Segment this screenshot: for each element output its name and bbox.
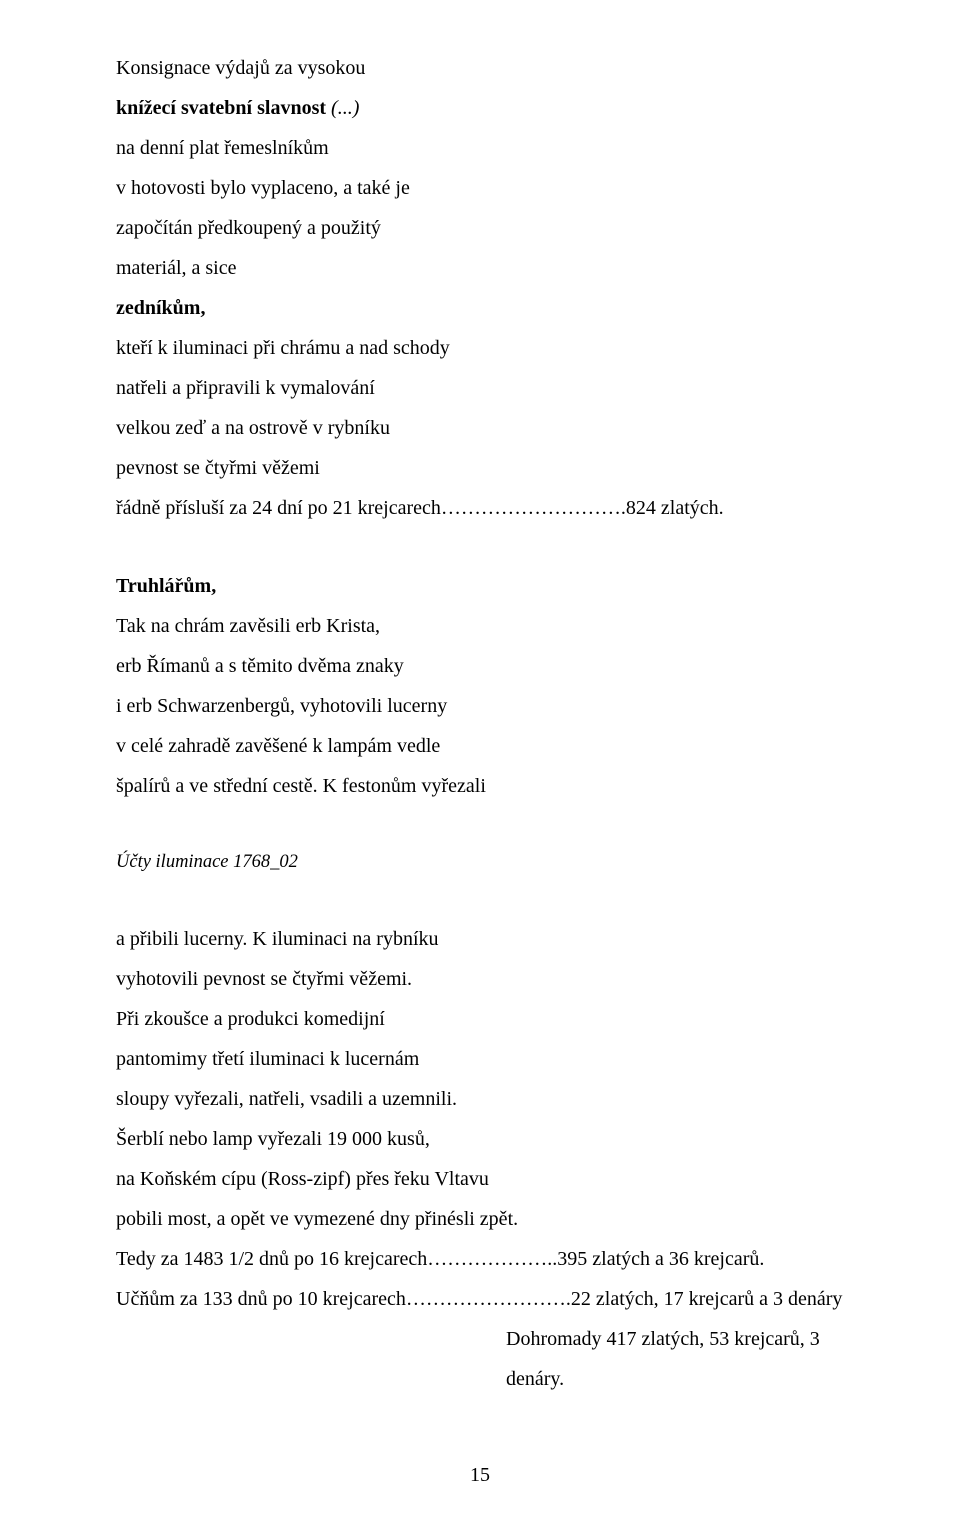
body-line: natřeli a připravili k vymalování	[116, 368, 844, 408]
body-line: Tak na chrám zavěsili erb Krista,	[116, 606, 844, 646]
body-line: na denní plat řemeslníkům	[116, 128, 844, 168]
section-heading: zedníkům,	[116, 288, 844, 328]
page-number: 15	[0, 1464, 960, 1487]
body-line: velkou zeď a na ostrově v rybníku	[116, 408, 844, 448]
body-line: vyhotovili pevnost se čtyřmi věžemi.	[116, 959, 844, 999]
body-line: pantomimy třetí iluminaci k lucernám	[116, 1039, 844, 1079]
body-line: špalírů a ve střední cestě. K festonům v…	[116, 766, 844, 806]
body-line: Šerblí nebo lamp vyřezali 19 000 kusů,	[116, 1119, 844, 1159]
body-line: kteří k iluminaci při chrámu a nad schod…	[116, 328, 844, 368]
body-line: řádně přísluší za 24 dní po 21 krejcarec…	[116, 488, 844, 528]
reference-line: Účty iluminace 1768_02	[116, 844, 844, 881]
body-line: v hotovosti bylo vyplaceno, a také je	[116, 168, 844, 208]
body-line: Při zkoušce a produkci komedijní	[116, 999, 844, 1039]
bold-text: knížecí svatební slavnost	[116, 97, 326, 119]
body-line: v celé zahradě zavěšené k lampám vedle	[116, 726, 844, 766]
body-line: Tedy za 1483 1/2 dnů po 16 krejcarech…………	[116, 1239, 844, 1279]
body-line: erb Římanů a s těmito dvěma znaky	[116, 646, 844, 686]
body-line-right: Dohromady 417 zlatých, 53 krejcarů, 3 de…	[116, 1319, 844, 1399]
spacer	[116, 881, 844, 919]
body-line: a přibili lucerny. K iluminaci na rybník…	[116, 919, 844, 959]
spacer	[116, 528, 844, 566]
body-line: Konsignace výdajů za vysokou	[116, 48, 844, 88]
body-line: materiál, a sice	[116, 248, 844, 288]
section-heading: Truhlářům,	[116, 566, 844, 606]
body-line: na Koňském cípu (Ross-zipf) přes řeku Vl…	[116, 1159, 844, 1199]
body-line: Učňům za 133 dnů po 10 krejcarech……………………	[116, 1279, 844, 1319]
document-page: Konsignace výdajů za vysokou knížecí sva…	[0, 0, 960, 1521]
italic-text: (...)	[326, 97, 359, 119]
body-line: pevnost se čtyřmi věžemi	[116, 448, 844, 488]
body-line: započítán předkoupený a použitý	[116, 208, 844, 248]
body-line: pobili most, a opět ve vymezené dny přin…	[116, 1199, 844, 1239]
body-line: sloupy vyřezali, natřeli, vsadili a uzem…	[116, 1079, 844, 1119]
spacer	[116, 806, 844, 844]
body-line: knížecí svatební slavnost (...)	[116, 88, 844, 128]
body-line: i erb Schwarzenbergů, vyhotovili lucerny	[116, 686, 844, 726]
